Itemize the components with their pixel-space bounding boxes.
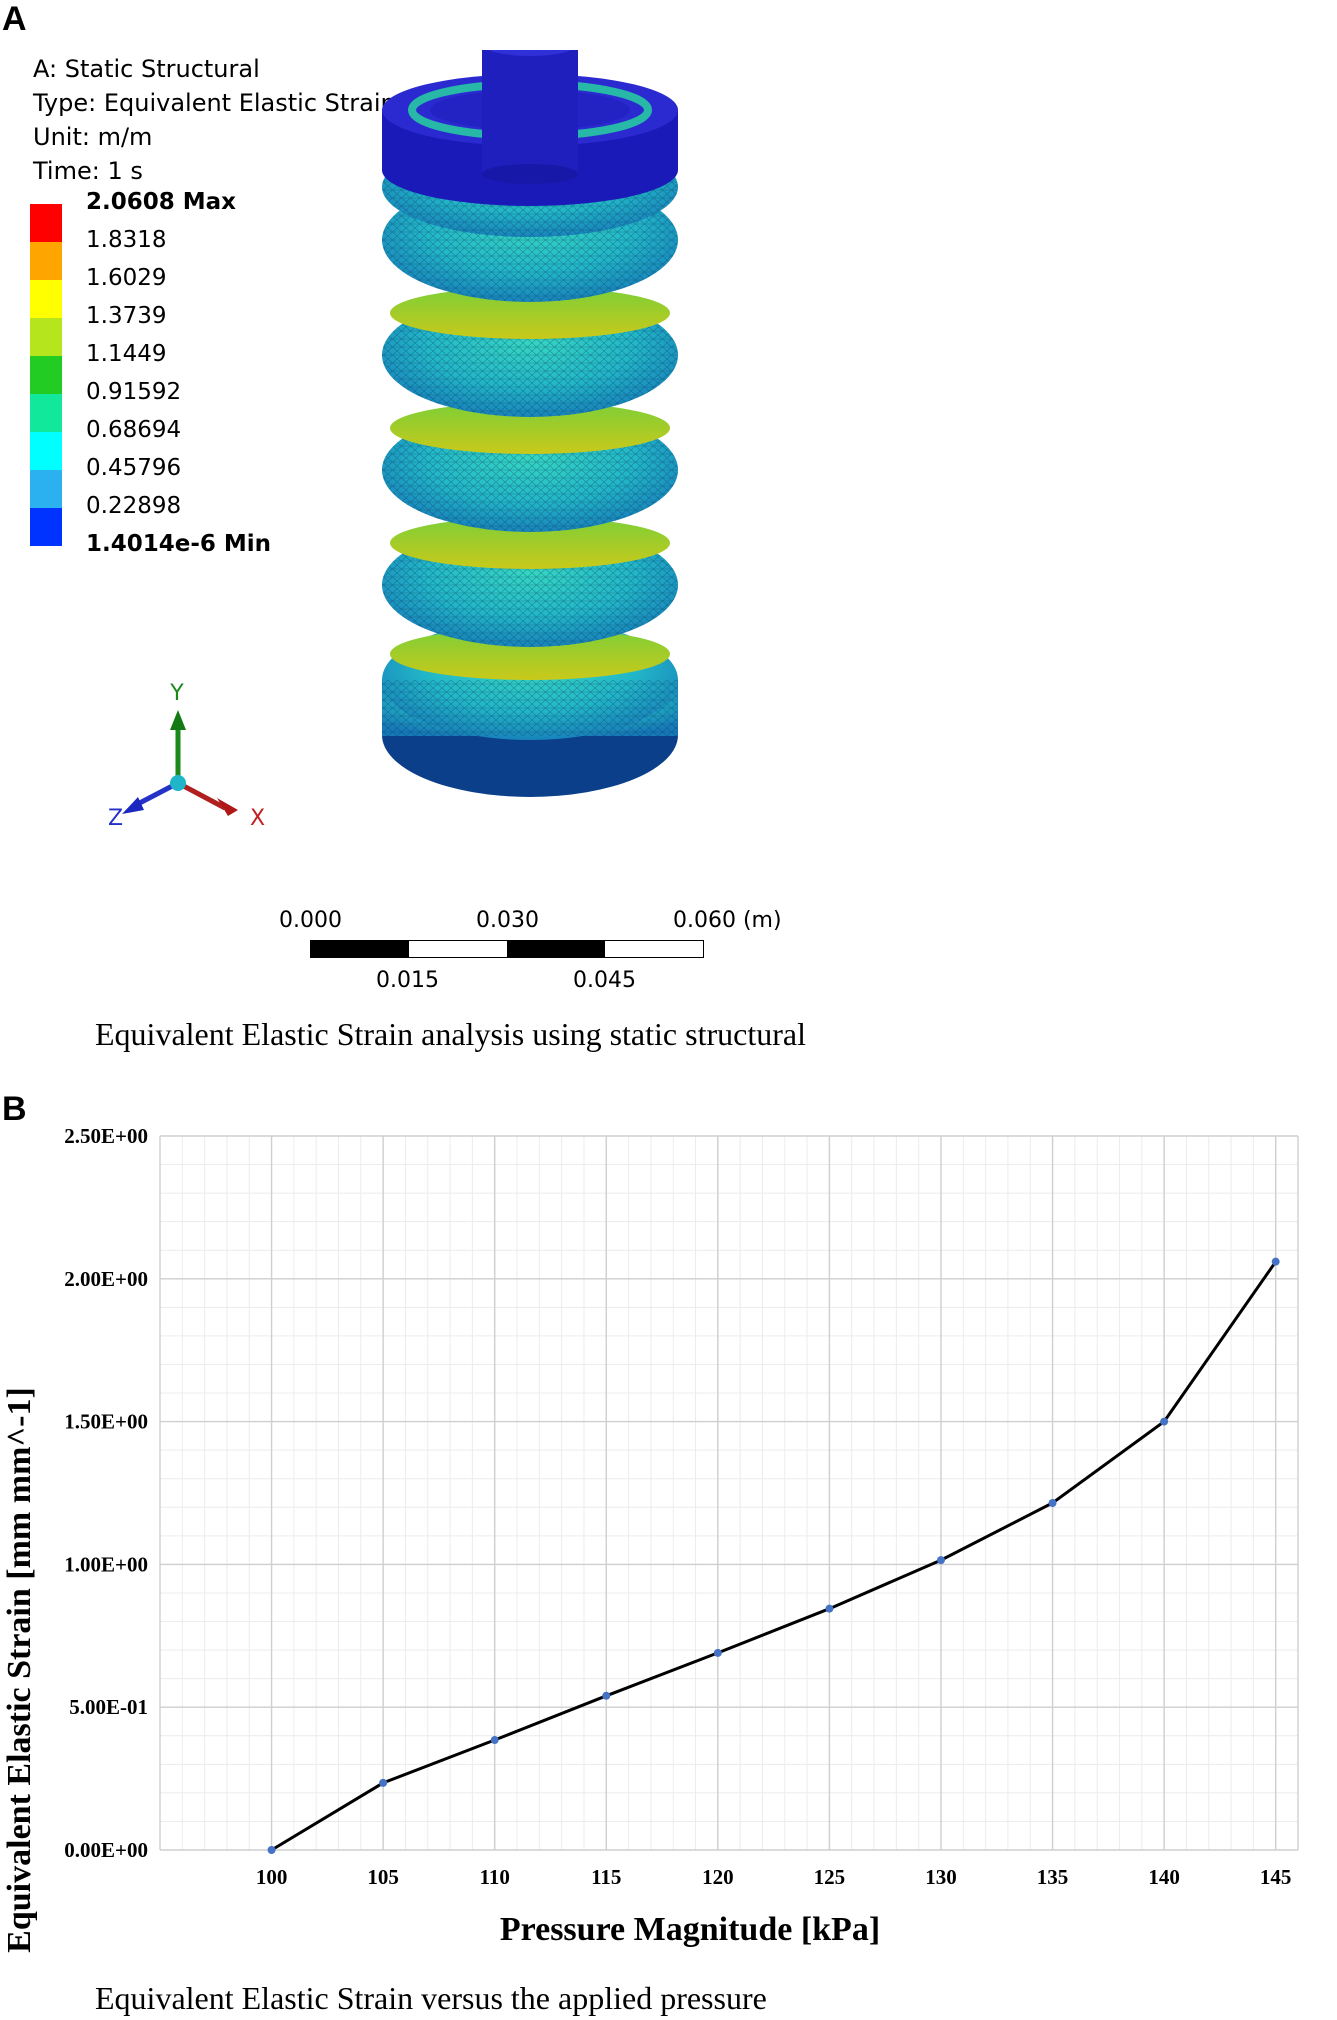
x-tick-label: 110 <box>480 1865 510 1889</box>
legend-line-type: Type: Equivalent Elastic Strain <box>33 89 396 117</box>
legend-label: 0.45796 <box>86 455 182 481</box>
y-tick-label: 2.00E+00 <box>64 1267 148 1291</box>
legend-line-time: Time: 1 s <box>33 157 143 185</box>
legend-swatch <box>30 508 62 546</box>
legend-swatch <box>30 394 62 432</box>
x-tick-label: 120 <box>702 1865 734 1889</box>
data-point <box>1048 1498 1057 1507</box>
x-tick-label: 125 <box>814 1865 846 1889</box>
x-tick-label: 115 <box>591 1865 621 1889</box>
data-point <box>1160 1417 1169 1426</box>
scale-label: 0.060 (m) <box>673 908 782 933</box>
chart-major-grid <box>159 1135 1299 1851</box>
chart-minor-grid <box>159 1135 1299 1851</box>
scale-bar-segment <box>311 941 409 957</box>
legend-swatch <box>30 280 62 318</box>
legend-label: 1.3739 <box>86 303 167 329</box>
scale-label: 0.015 <box>376 968 439 993</box>
triad-z-arrow <box>122 797 144 814</box>
data-point <box>490 1736 499 1745</box>
scale-bar-frame <box>310 940 704 958</box>
legend-line-analysis: A: Static Structural <box>33 55 260 83</box>
legend-label: 1.1449 <box>86 341 167 367</box>
triad-y-label: Y <box>169 681 184 706</box>
chart-x-ticks: 100 105 110 115 120 125 130 135 140 145 <box>256 1865 1292 1889</box>
triad-x-arrow <box>217 798 238 816</box>
bellows-shaft <box>482 50 578 184</box>
x-tick-label: 105 <box>367 1865 399 1889</box>
x-tick-label: 145 <box>1260 1865 1292 1889</box>
panel-a-caption: Equivalent Elastic Strain analysis using… <box>95 1016 806 1052</box>
data-point <box>602 1691 611 1700</box>
y-tick-label: 0.00E+00 <box>64 1838 148 1862</box>
y-tick-label: 2.50E+00 <box>64 1124 148 1148</box>
y-tick-label: 1.50E+00 <box>64 1410 148 1434</box>
legend-label: 0.68694 <box>86 417 182 443</box>
triad-z-label: Z <box>108 806 123 831</box>
triad-y-arrow <box>170 710 186 730</box>
x-axis-title: Pressure Magnitude [kPa] <box>500 1911 880 1948</box>
triad-x-axis <box>176 780 227 811</box>
scale-label: 0.045 <box>573 968 636 993</box>
y-axis-title: Equivalent Elastic Strain [mm mm^-1] <box>1 1387 38 1953</box>
data-point <box>936 1556 945 1565</box>
scale-label: 0.000 <box>279 908 342 933</box>
chart-y-ticks: 0.00E+00 5.00E-01 1.00E+00 1.50E+00 2.00E+00… <box>64 1124 148 1862</box>
triad-origin <box>170 775 186 791</box>
x-tick-label: 130 <box>925 1865 957 1889</box>
legend-line-unit: Unit: m/m <box>33 123 153 151</box>
y-tick-label: 1.00E+00 <box>64 1552 148 1576</box>
legend-label: 0.91592 <box>86 379 182 405</box>
legend-swatch <box>30 204 62 242</box>
legend-label: 0.22898 <box>86 493 182 519</box>
series-line <box>270 1260 1277 1852</box>
data-point <box>379 1778 388 1787</box>
x-tick-label: 100 <box>256 1865 288 1889</box>
y-tick-label: 5.00E-01 <box>69 1695 148 1719</box>
axis-triad: Y X Z <box>108 681 265 831</box>
panel-b-caption: Equivalent Elastic Strain versus the app… <box>95 1980 767 2016</box>
chart-points <box>267 1257 1280 1854</box>
x-tick-label: 140 <box>1148 1865 1180 1889</box>
data-point <box>713 1648 722 1657</box>
data-point <box>1271 1257 1280 1266</box>
data-point <box>825 1604 834 1613</box>
legend-label-max: 2.0608 Max <box>86 189 237 215</box>
x-tick-label: 135 <box>1037 1865 1069 1889</box>
panel-b-letter: B <box>2 1090 27 1128</box>
legend-swatch <box>30 318 62 356</box>
legend-label-min: 1.4014e-6 Min <box>86 531 272 557</box>
panel-a-letter: A <box>2 0 27 38</box>
legend-swatch <box>30 470 62 508</box>
legend-label: 1.8318 <box>86 227 167 253</box>
triad-x-label: X <box>250 806 265 831</box>
legend-swatch <box>30 356 62 394</box>
scale-label: 0.030 <box>476 908 539 933</box>
bellows-model-illustration <box>382 50 678 797</box>
bellows-top-cap <box>382 74 678 206</box>
strain-pressure-chart: 0.00E+00 5.00E-01 1.00E+00 1.50E+00 2.00E+00… <box>1 1124 1299 1953</box>
bellows-lobes <box>382 137 678 797</box>
scale-bar-segment <box>507 941 605 957</box>
legend-swatch <box>30 242 62 280</box>
data-point <box>267 1846 276 1854</box>
legend-swatch <box>30 432 62 470</box>
legend-label: 1.6029 <box>86 265 167 291</box>
